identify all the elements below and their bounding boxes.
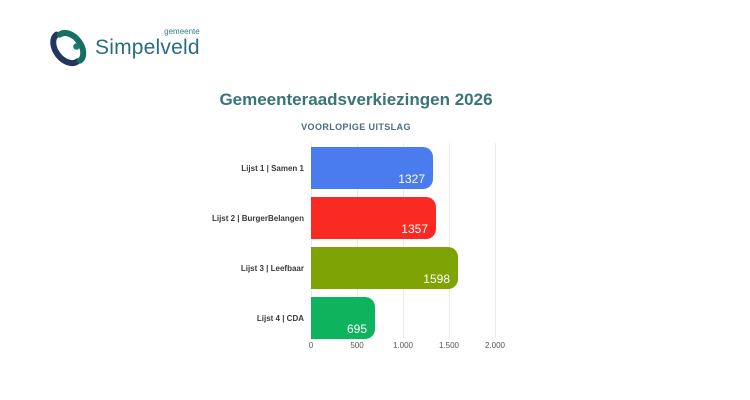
- swirl-orbit-logo-icon: [50, 30, 87, 67]
- logo-gemeente-label: gemeente: [164, 27, 200, 36]
- simpelveld-logo: gemeente Simpelveld: [42, 18, 200, 78]
- bar-value-label: 695: [346, 322, 367, 336]
- x-gridline: [403, 143, 404, 338]
- x-axis-tick-label: 500: [350, 341, 364, 350]
- category-label: Lijst 3 | Leefbaar: [240, 263, 304, 273]
- x-axis-tick-label: 0: [308, 341, 314, 350]
- bar-value-label: 1357: [401, 222, 428, 236]
- logo-dot: [73, 43, 80, 50]
- x-axis-tick-label: 1.500: [438, 341, 460, 350]
- category-label: Lijst 1 | Samen 1: [241, 163, 304, 173]
- bar-3: 1598: [311, 247, 458, 289]
- logo-text: gemeente Simpelveld: [95, 27, 200, 59]
- x-gridline: [311, 143, 312, 338]
- category-label: Lijst 4 | CDA: [256, 313, 304, 323]
- chart-subtitle: VOORLOPIGE UITSLAG: [301, 122, 411, 132]
- logo-navy-crescent: [50, 31, 81, 67]
- x-gridline: [357, 143, 358, 338]
- bar-2: 1357: [311, 197, 436, 239]
- bar-4: 695: [311, 297, 375, 339]
- logo-teal-crescent: [56, 30, 87, 64]
- chart-title: Gemeenteraadsverkiezingen 2026: [219, 90, 493, 109]
- x-gridline: [449, 143, 450, 338]
- category-label: Lijst 2 | BurgerBelangen: [211, 213, 304, 223]
- x-axis-tick-label: 2.000: [484, 341, 506, 350]
- bar-1: 1327: [311, 147, 433, 189]
- logo-municipality-name: Simpelveld: [95, 36, 200, 59]
- x-gridline: [495, 143, 496, 338]
- x-axis-tick-label: 1.000: [392, 341, 414, 350]
- bar-value-label: 1327: [398, 172, 425, 186]
- bar-value-label: 1598: [423, 272, 450, 286]
